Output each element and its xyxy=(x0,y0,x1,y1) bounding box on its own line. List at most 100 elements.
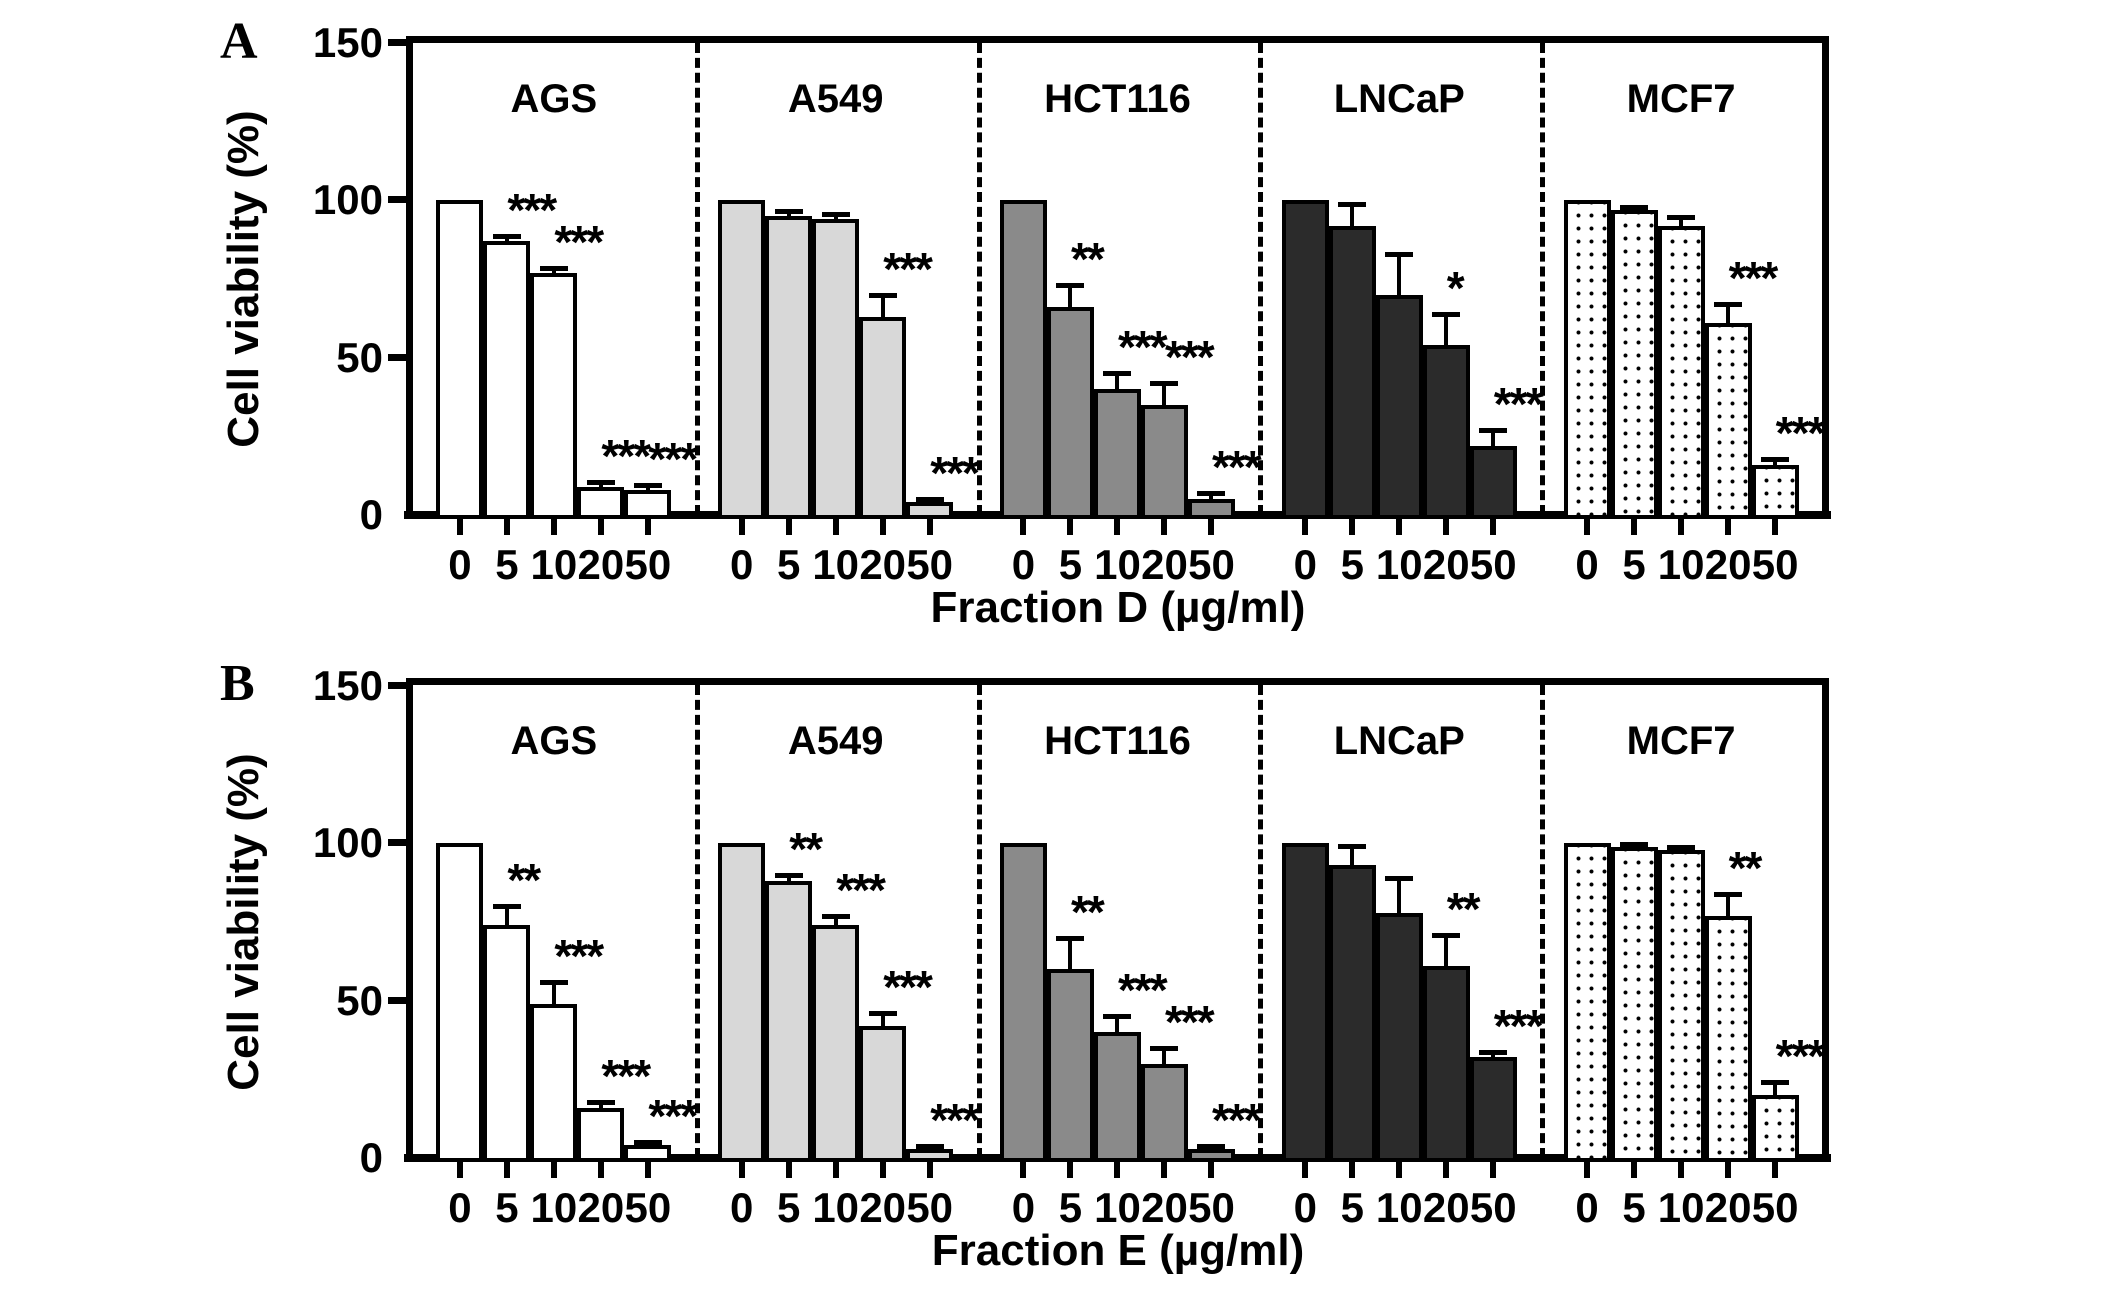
panel-a-mcf7-dose-5: 5 xyxy=(1610,205,1658,588)
significance-marker: *** xyxy=(507,184,557,236)
panel-b-x-tick-label-10: 10 xyxy=(1094,1184,1141,1231)
significance-marker: ** xyxy=(1446,883,1481,935)
error-bar-stem xyxy=(1209,493,1214,501)
panel-b-x-tick xyxy=(785,1162,792,1178)
panel-a-x-tick-label-50: 50 xyxy=(1469,541,1517,588)
error-bar-cap xyxy=(821,914,850,919)
bar-ags-10 xyxy=(530,273,578,515)
panel-a-x-tick xyxy=(1772,519,1779,535)
panel-b-x-tick xyxy=(1302,1162,1309,1178)
panel-b-x-tick-label-20: 20 xyxy=(1141,1184,1188,1231)
significance-marker: *** xyxy=(1493,378,1544,430)
panel-b-x-tick xyxy=(832,1162,839,1178)
error-bar-cap xyxy=(915,497,944,502)
bar-a549-0 xyxy=(718,843,766,1158)
panel-a-x-tick-label-20: 20 xyxy=(1422,541,1470,588)
error-bar-cap xyxy=(633,1140,662,1145)
panel-b-group-ags: AGS 0 ** 5 *** 10 *** 20 *** 50 xyxy=(413,685,700,1231)
panel-b-x-tick xyxy=(1396,1162,1403,1178)
error-bar-cap xyxy=(1761,457,1790,462)
panel-a-x-tick-label-20: 20 xyxy=(577,541,625,588)
panel-a-group-label-mcf7: MCF7 xyxy=(1626,77,1736,121)
panel-a-x-tick xyxy=(456,519,463,535)
error-bar-stem xyxy=(1162,383,1167,407)
panel-a-x-tick xyxy=(1020,519,1027,535)
panel-b-mcf7-dose-50: *** 50 xyxy=(1751,1033,1825,1231)
panel-b-x-tick-label-0: 0 xyxy=(730,1184,754,1231)
error-bar-stem xyxy=(880,295,885,319)
panel-b-ags-bars: 0 ** 5 *** 10 *** 20 *** 50 xyxy=(413,843,698,1231)
panel-b-x-tick xyxy=(1443,1162,1450,1178)
panel-b-x-tick xyxy=(1725,1162,1732,1178)
significance-marker: *** xyxy=(601,1050,651,1102)
panel-a-lncap-dose-10: 10 xyxy=(1375,252,1423,588)
panel-a-x-tick xyxy=(1490,519,1497,535)
panel-a-x-tick xyxy=(550,519,557,535)
panel-a-y-axis-title: Cell viability (%) xyxy=(219,110,268,448)
panel-b-x-tick-label-0: 0 xyxy=(1293,1184,1317,1231)
panel-a-x-tick-label-10: 10 xyxy=(1657,541,1705,588)
panel-b-group-lncap: LNCaP 0 5 10 ** 20 *** 50 xyxy=(1258,685,1546,1231)
panel-a-top-border xyxy=(406,36,1829,43)
panel-a-x-tick xyxy=(597,519,604,535)
panel-b-x-tick xyxy=(597,1162,604,1178)
bar-hct116-10 xyxy=(1093,389,1141,515)
panel-b-letter: B xyxy=(220,655,255,712)
panel-a-group-lncap: LNCaP 0 5 10 * 20 *** 50 xyxy=(1258,43,1546,588)
panel-a-y-tick-label-150: 150 xyxy=(312,19,383,67)
panel-b-x-tick-label-50: 50 xyxy=(624,1184,672,1231)
panel-a-group-label-hct116: HCT116 xyxy=(1044,77,1191,121)
panel-b-lncap-dose-20: ** 20 xyxy=(1422,886,1481,1231)
bar-hct116-20 xyxy=(1140,405,1188,515)
panel-b-x-tick-label-50: 50 xyxy=(1469,1184,1517,1231)
error-bar-cap xyxy=(821,212,850,217)
error-bar-stem xyxy=(504,906,509,927)
panel-b-x-tick-label-50: 50 xyxy=(906,1184,954,1231)
panel-a-mcf7-bars: 0 5 10 *** 20 *** 50 xyxy=(1540,200,1825,588)
panel-a-y-axis-line xyxy=(406,36,413,519)
error-bar-stem xyxy=(1444,314,1449,347)
panel-b-a549-dose-10: *** 10 xyxy=(812,867,886,1231)
panel-a-group-label-lncap: LNCaP xyxy=(1333,77,1465,121)
panel-a-x-tick xyxy=(503,519,510,535)
panel-b-hct116-dose-20: *** 20 xyxy=(1140,999,1215,1231)
error-bar-cap xyxy=(586,480,615,485)
panel-a-lncap-bars: 0 5 10 * 20 *** 50 xyxy=(1258,200,1544,588)
panel-b-ags-dose-0: 0 xyxy=(436,843,484,1231)
panel-b-x-tick xyxy=(503,1162,510,1178)
error-bar-cap xyxy=(1056,936,1085,941)
panel-b-x-tick xyxy=(644,1162,651,1178)
bar-ags-20 xyxy=(577,487,625,515)
panel-b-group-label-a549: A549 xyxy=(787,719,884,763)
panel-b-x-tick-label-20: 20 xyxy=(577,1184,625,1231)
bar-hct116-20 xyxy=(1140,1064,1188,1158)
significance-marker: *** xyxy=(648,433,698,485)
panel-a-a549-dose-10: 10 xyxy=(812,212,860,588)
panel-b-x-tick xyxy=(1020,1162,1027,1178)
panel-b-a549-dose-50: *** 50 xyxy=(906,1097,980,1231)
bar-a549-5 xyxy=(765,216,813,515)
bar-ags-5 xyxy=(483,241,531,515)
panel-b-mcf7-dose-10: 10 xyxy=(1657,845,1705,1231)
error-bar-cap xyxy=(1667,215,1696,220)
significance-marker: ** xyxy=(1070,233,1105,285)
bar-hct116-0 xyxy=(999,843,1047,1158)
bar-mcf7-50 xyxy=(1751,465,1799,515)
bar-hct116-50 xyxy=(1187,1149,1235,1158)
panel-b-x-tick xyxy=(738,1162,745,1178)
panel-a-mcf7-dose-20: *** 20 xyxy=(1704,255,1778,588)
panel-a-ags-bars: 0 *** 5 *** 10 *** 20 *** 50 xyxy=(413,187,698,588)
panel-b-x-tick-label-5: 5 xyxy=(777,1184,801,1231)
panel-a-x-axis-title: Fraction D (µg/ml) xyxy=(930,583,1306,632)
panel-a-lncap-dose-50: *** 50 xyxy=(1469,381,1544,588)
panel-a-x-tick xyxy=(738,519,745,535)
panel-b-x-tick-label-20: 20 xyxy=(859,1184,907,1231)
bar-lncap-0 xyxy=(1281,843,1329,1158)
significance-marker: *** xyxy=(1211,1094,1262,1146)
panel-b-x-tick-label-10: 10 xyxy=(1375,1184,1423,1231)
panel-a-plot-area: 0 50 100 150 AGS 0 *** 5 *** 10 *** 20 *** 50 A549 0 5 10… xyxy=(313,19,1831,588)
error-bar-cap xyxy=(1432,312,1461,317)
error-bar-stem xyxy=(786,211,791,218)
panel-b-lncap-dose-10: 10 xyxy=(1375,876,1423,1231)
panel-a-a549-dose-0: 0 xyxy=(718,200,766,588)
